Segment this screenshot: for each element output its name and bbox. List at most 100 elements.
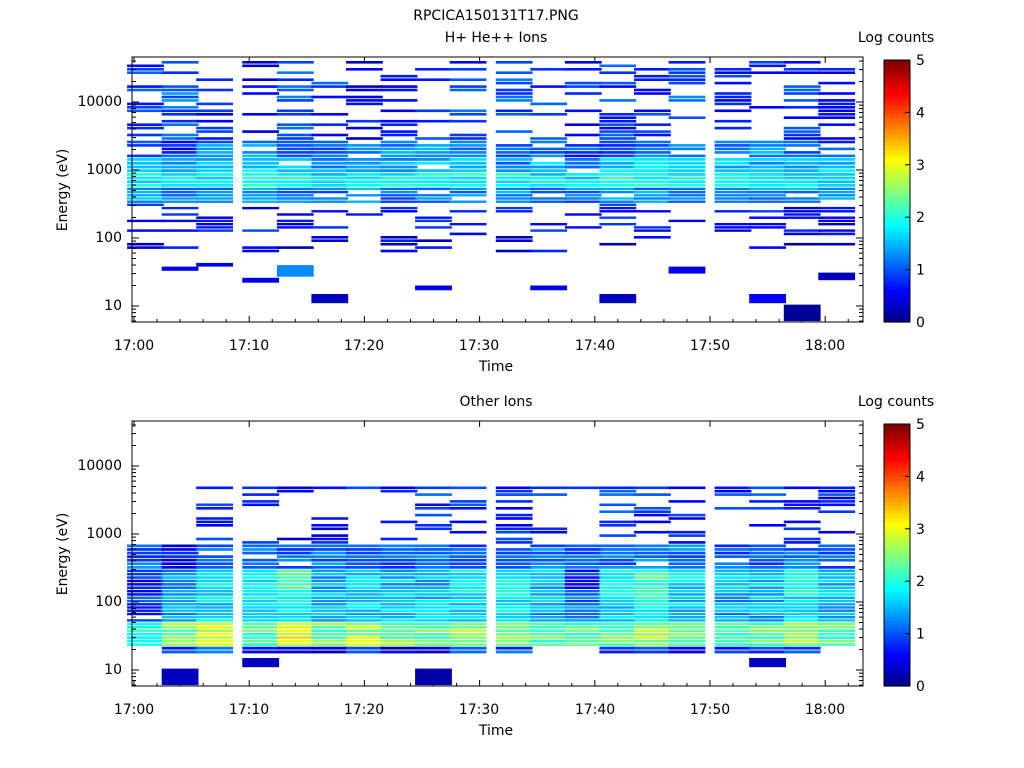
heatmap-cell	[415, 200, 452, 203]
heatmap-cell	[415, 625, 452, 629]
heatmap-cell	[161, 576, 199, 579]
heatmap-cell	[380, 486, 418, 490]
heatmap-cell	[564, 599, 602, 603]
heatmap-cell	[783, 569, 821, 573]
heatmap-cell	[196, 223, 233, 226]
heatmap-cell	[380, 555, 418, 558]
heatmap-cell	[599, 566, 637, 569]
heatmap-cell	[668, 197, 706, 200]
heatmap-cell	[599, 294, 637, 304]
heatmap-cell	[599, 596, 637, 599]
colorbar-swatch	[884, 587, 910, 593]
heatmap-cell	[311, 236, 349, 239]
heatmap-cell	[380, 579, 418, 583]
heatmap-cell	[818, 176, 856, 180]
heatmap-cell	[495, 500, 533, 503]
heatmap-cell	[668, 95, 706, 99]
heatmap-cell	[818, 503, 856, 507]
heatmap-cell	[495, 173, 533, 176]
heatmap-cell	[415, 650, 452, 654]
heatmap-cell	[127, 632, 164, 636]
heatmap-cell	[380, 548, 418, 551]
heatmap-cell	[161, 625, 199, 629]
heatmap-cell	[495, 646, 533, 650]
heatmap-cell	[818, 593, 856, 596]
heatmap-cell	[783, 616, 821, 619]
heatmap-cell	[415, 599, 452, 603]
colorbar-swatch	[884, 555, 910, 560]
heatmap-cell	[495, 558, 533, 562]
heatmap-cell	[196, 520, 233, 524]
heatmap-cell	[196, 643, 233, 646]
heatmap-cell	[415, 589, 452, 593]
heatmap-cell	[495, 147, 533, 151]
heatmap-cell	[530, 154, 568, 158]
heatmap-cell	[599, 639, 637, 643]
heatmap-cell	[495, 572, 533, 576]
heatmap-cell	[242, 165, 280, 169]
heatmap-cell	[127, 622, 164, 626]
colorbar-swatch	[884, 60, 910, 65]
heatmap-cell	[276, 603, 314, 606]
heatmap-cell	[276, 109, 314, 113]
heatmap-cell	[714, 95, 752, 99]
colorbar-swatch	[884, 211, 910, 217]
heatmap-cell	[749, 226, 786, 229]
heatmap-cell	[668, 500, 706, 503]
heatmap-cell	[346, 583, 383, 586]
heatmap-cell	[380, 639, 418, 643]
heatmap-cell	[749, 650, 786, 654]
heatmap-cell	[242, 562, 280, 566]
heatmap-cell	[196, 589, 233, 593]
panel-h-he-ions: H+ He++ Ions 17:00 17:10 17:20 17:30 17:…	[55, 30, 934, 375]
heatmap-cell	[495, 596, 533, 599]
heatmap-cell	[495, 187, 533, 191]
heatmap-cell	[415, 558, 452, 562]
heatmap-cell	[161, 619, 199, 622]
heatmap-cell	[783, 197, 821, 200]
heatmap-cell	[276, 576, 314, 579]
heatmap-cell	[634, 566, 671, 569]
heatmap-cell	[749, 486, 786, 490]
heatmap-cell	[530, 285, 568, 291]
heatmap-cell	[599, 576, 637, 579]
colorbar-swatch	[884, 317, 910, 323]
heatmap-cell	[161, 668, 199, 686]
heatmap-cell	[749, 606, 786, 609]
heatmap-cell	[127, 126, 164, 130]
heatmap-cell	[311, 548, 349, 551]
heatmap-cell	[380, 566, 418, 569]
colorbar-swatch	[884, 518, 910, 523]
heatmap-cell	[749, 632, 786, 636]
heatmap-cell	[276, 593, 314, 596]
heatmap-cell	[311, 173, 349, 176]
heatmap-cell	[161, 161, 199, 165]
heatmap-cell	[634, 130, 671, 133]
heatmap-cell	[564, 619, 602, 622]
heatmap-cell	[818, 68, 856, 71]
heatmap-cell	[242, 154, 280, 158]
heatmap-cell	[783, 68, 821, 71]
heatmap-cell	[276, 137, 314, 140]
heatmap-cell	[530, 140, 568, 144]
heatmap-cell	[495, 517, 533, 520]
colorbar-tick-label: 1	[916, 627, 925, 643]
heatmap-cell	[276, 187, 314, 191]
heatmap-cell	[161, 173, 199, 176]
y-axis-label: Energy (eV)	[55, 513, 71, 596]
heatmap-cell	[668, 622, 706, 626]
heatmap-cell	[599, 643, 637, 646]
heatmap-cell	[749, 576, 786, 579]
heatmap-cell	[311, 123, 349, 126]
heatmap-cell	[495, 625, 533, 629]
heatmap-cell	[196, 262, 233, 267]
heatmap-cell	[127, 184, 164, 187]
heatmap-cell	[783, 88, 821, 92]
heatmap-cell	[564, 81, 602, 85]
heatmap-cell	[564, 576, 602, 579]
heatmap-cell	[668, 165, 706, 169]
heatmap-cell	[346, 99, 383, 102]
heatmap-cell	[818, 548, 856, 551]
colorbar-swatch	[884, 219, 910, 225]
heatmap-cell	[495, 113, 533, 116]
